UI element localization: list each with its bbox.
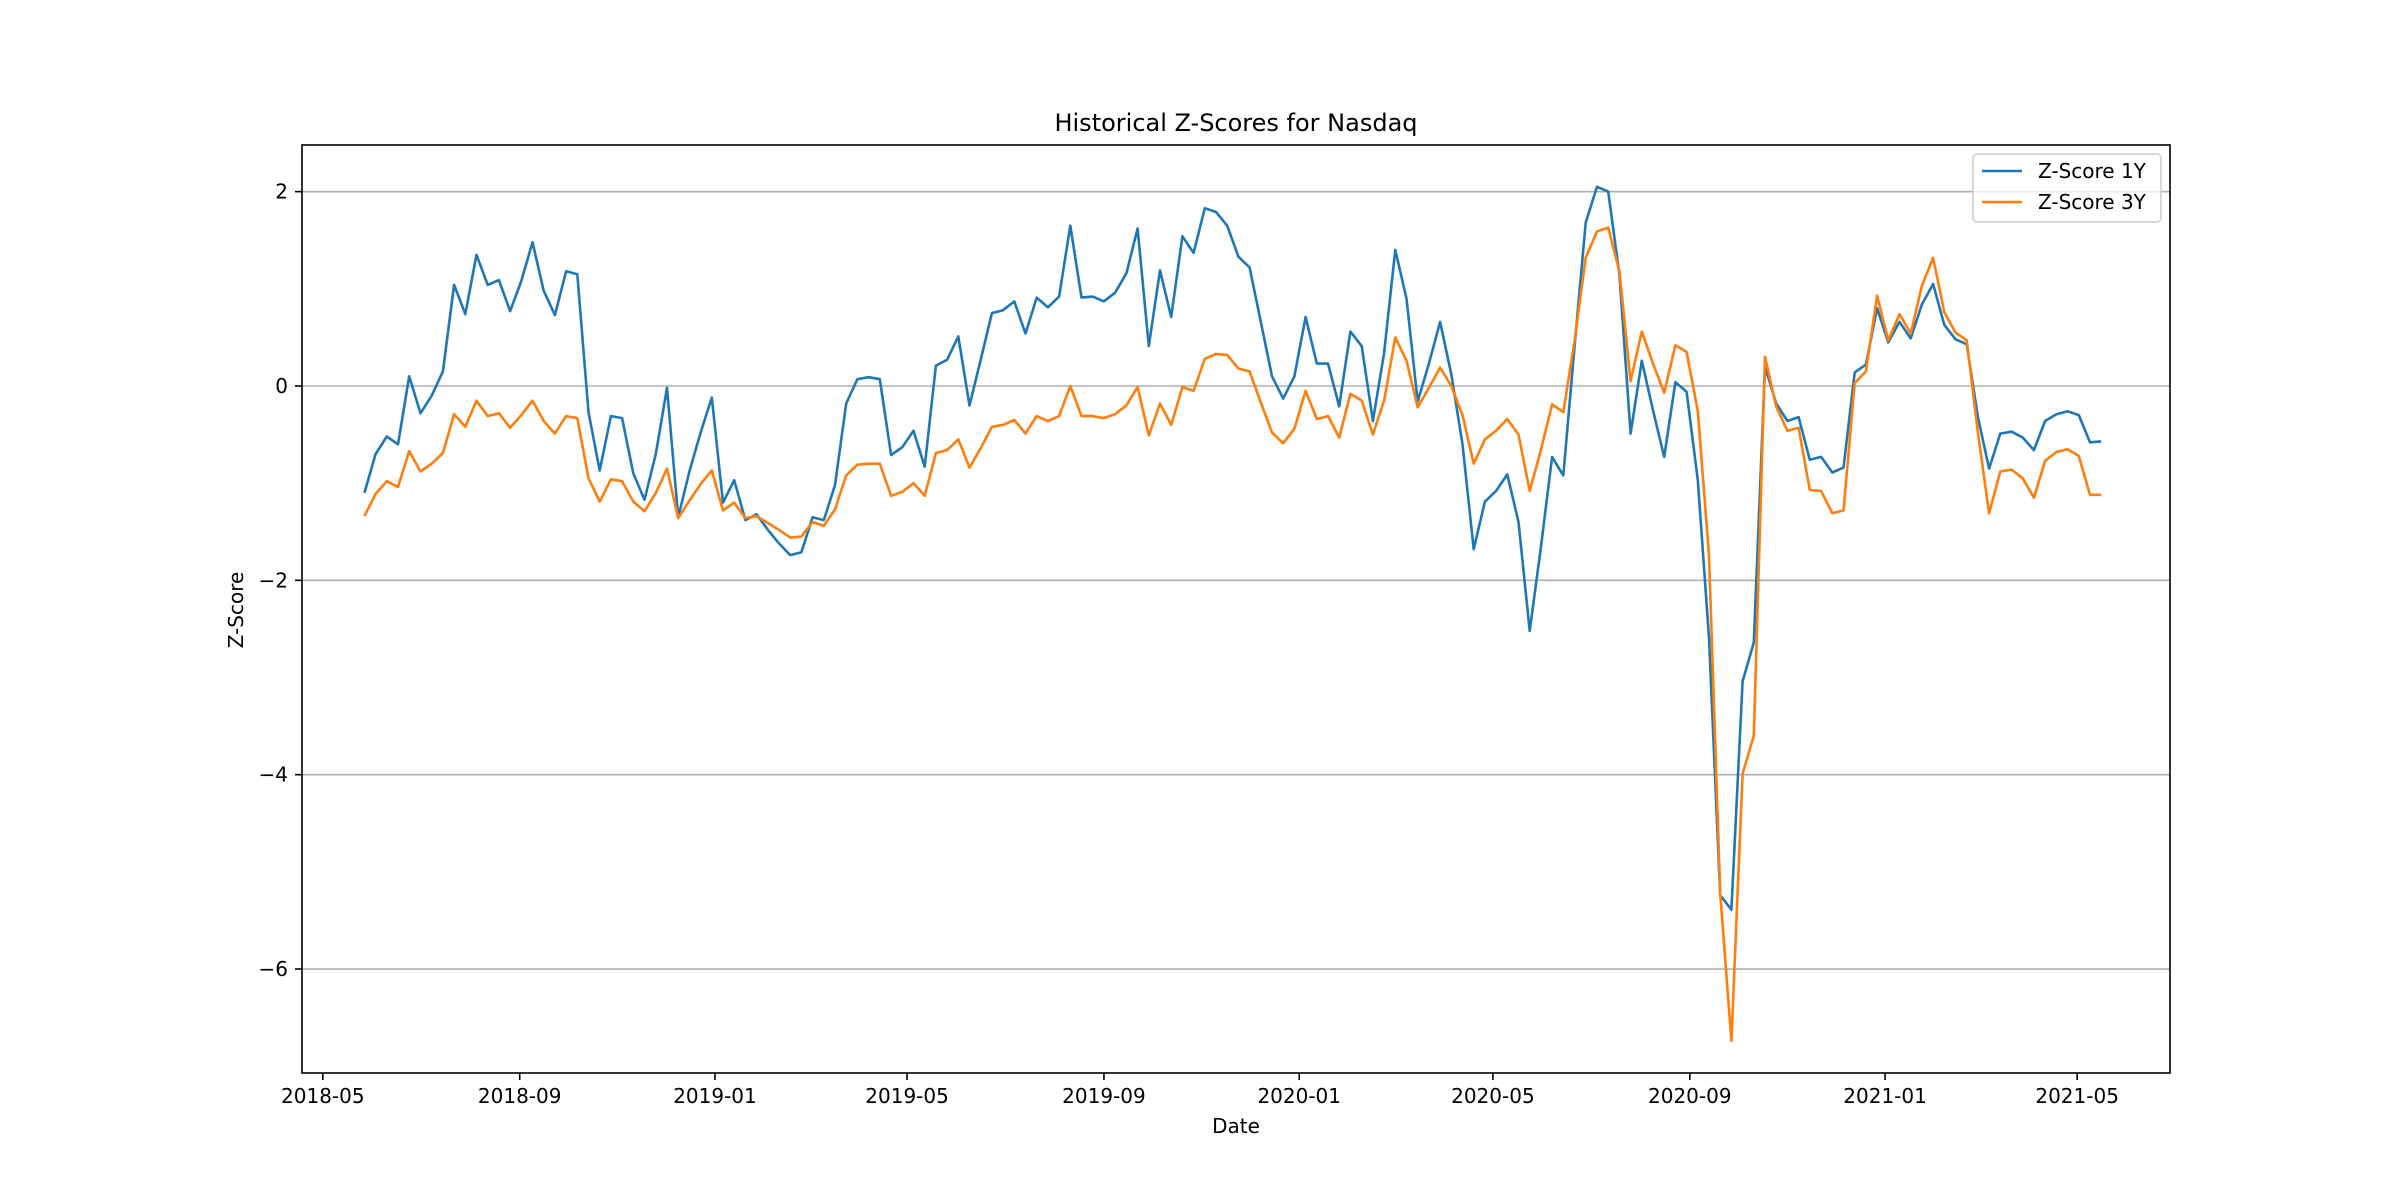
x-axis-label: Date	[1212, 1114, 1260, 1138]
series-line-zscore-3y	[363, 226, 2102, 1043]
y-tick-label: 2	[275, 180, 288, 204]
gridlines	[302, 190, 2170, 970]
x-tick-label: 2020-09	[1648, 1084, 1732, 1108]
x-tick-label: 2020-01	[1257, 1084, 1341, 1108]
series-line-zscore-1y	[363, 185, 2102, 911]
y-tick-label: −4	[259, 763, 288, 787]
chart-title: Historical Z-Scores for Nasdaq	[1054, 109, 1417, 137]
legend-label: Z-Score 3Y	[2038, 190, 2147, 214]
x-tick-label: 2018-05	[281, 1084, 365, 1108]
y-axis: 2 0 −2 −4 −6	[259, 180, 302, 981]
x-tick-label: 2019-05	[865, 1084, 949, 1108]
y-tick-label: −6	[259, 957, 288, 981]
y-tick-label: −2	[259, 568, 288, 592]
y-tick-label: 0	[275, 374, 288, 398]
x-tick-label: 2019-01	[673, 1084, 757, 1108]
y-axis-label: Z-Score	[224, 572, 248, 649]
x-tick-label: 2020-05	[1451, 1084, 1535, 1108]
x-tick-label: 2021-01	[1843, 1084, 1927, 1108]
legend-label: Z-Score 1Y	[2038, 159, 2147, 183]
x-tick-label: 2018-09	[478, 1084, 562, 1108]
x-axis: 2018-05 2018-09 2019-01 2019-05 2019-09 2020-…	[281, 1073, 2119, 1108]
series-lines	[363, 185, 2102, 1043]
x-tick-label: 2019-09	[1062, 1084, 1146, 1108]
plot-area-frame	[301, 144, 2171, 1074]
legend: Z-Score 1Y Z-Score 3Y	[1972, 153, 2162, 223]
x-tick-label: 2021-05	[2035, 1084, 2119, 1108]
